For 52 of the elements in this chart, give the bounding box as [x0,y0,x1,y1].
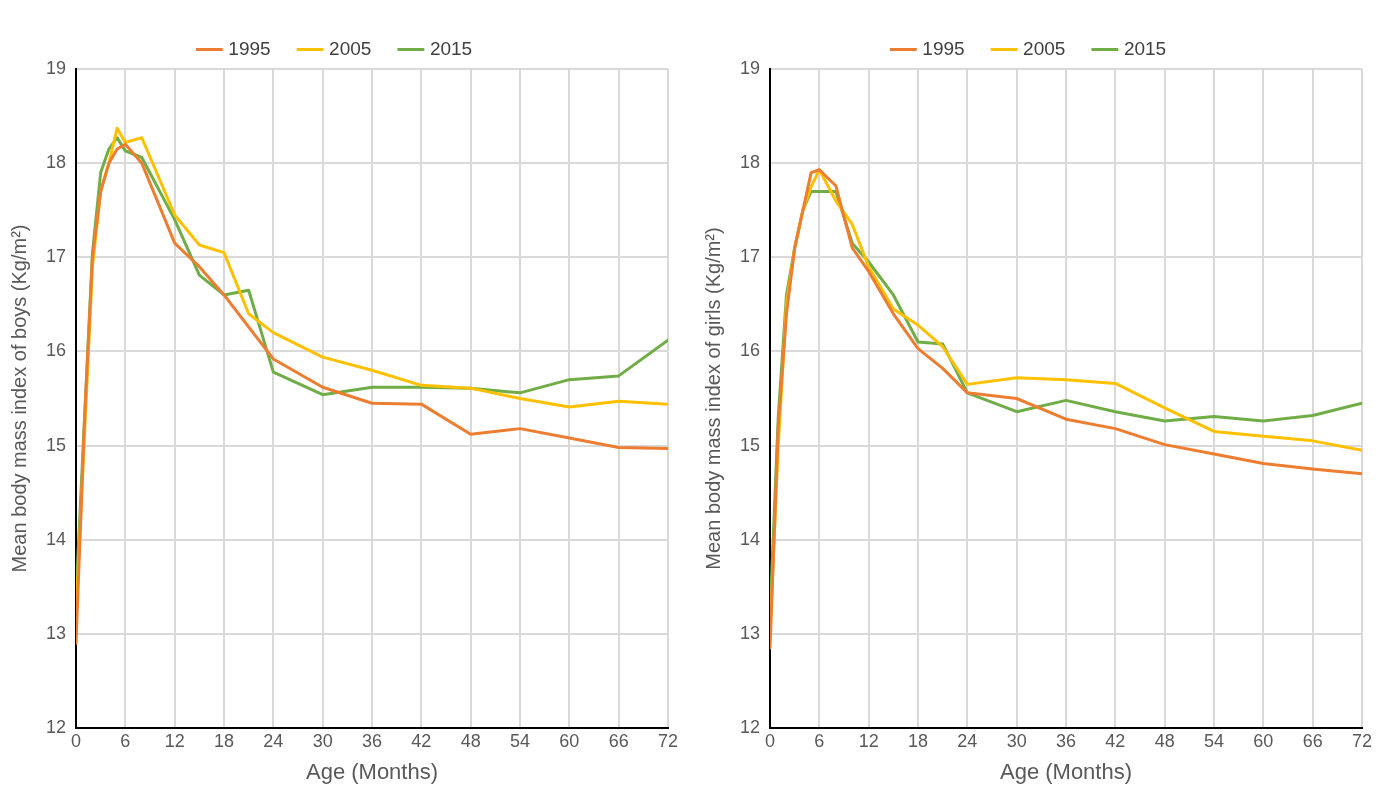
y-tick-label: 18 [739,152,761,173]
x-tick-label: 0 [765,730,776,751]
legend-label: 2015 [429,37,473,59]
y-tick-label: 15 [739,434,761,455]
legend-label: 2005 [329,37,372,59]
x-tick-label: 54 [509,730,531,751]
x-tick-label: 72 [657,730,679,751]
y-tick-label: 14 [45,528,67,549]
y-tick-label: 12 [45,716,67,737]
x-tick-label: 6 [120,730,131,751]
y-tick-label: 17 [739,246,761,267]
x-tick-label: 24 [957,730,978,751]
legend-label: 2015 [1123,37,1167,59]
x-tick-label: 36 [362,730,383,751]
y-tick-label: 16 [45,340,67,361]
y-axis-title: Mean body mass index of girls (Kg/m²) [701,227,724,570]
y-tick-label: 19 [45,57,67,78]
y-tick-label: 13 [45,622,67,643]
x-tick-label: 0 [71,730,82,751]
x-tick-label: 42 [411,730,432,751]
x-axis-title: Age (Months) [999,758,1133,784]
x-tick-label: 54 [1203,730,1225,751]
x-tick-label: 42 [1105,730,1126,751]
x-tick-label: 18 [214,730,235,751]
y-tick-label: 18 [45,152,67,173]
x-tick-label: 48 [1154,730,1175,751]
x-tick-label: 18 [908,730,929,751]
y-tick-label: 17 [45,246,67,267]
x-tick-label: 12 [164,730,185,751]
x-tick-label: 12 [858,730,879,751]
y-axis-title: Mean body mass index of boys (Kg/m²) [7,224,30,573]
y-tick-label: 13 [739,622,761,643]
legend-label: 1995 [922,37,965,59]
y-tick-label: 12 [739,716,761,737]
x-tick-label: 48 [460,730,481,751]
x-tick-label: 6 [814,730,825,751]
x-tick-label: 60 [559,730,580,751]
y-tick-label: 14 [739,528,761,549]
x-tick-label: 66 [1302,730,1323,751]
x-tick-label: 72 [1351,730,1373,751]
legend-label: 2005 [1023,37,1066,59]
y-tick-label: 15 [45,434,67,455]
x-tick-label: 30 [312,730,333,751]
legend-label: 1995 [228,37,271,59]
x-tick-label: 36 [1056,730,1077,751]
x-tick-label: 30 [1006,730,1027,751]
y-tick-label: 16 [739,340,761,361]
x-tick-label: 24 [263,730,284,751]
x-axis-title: Age (Months) [305,758,439,784]
y-tick-label: 19 [739,57,761,78]
x-tick-label: 66 [608,730,629,751]
x-tick-label: 60 [1253,730,1274,751]
